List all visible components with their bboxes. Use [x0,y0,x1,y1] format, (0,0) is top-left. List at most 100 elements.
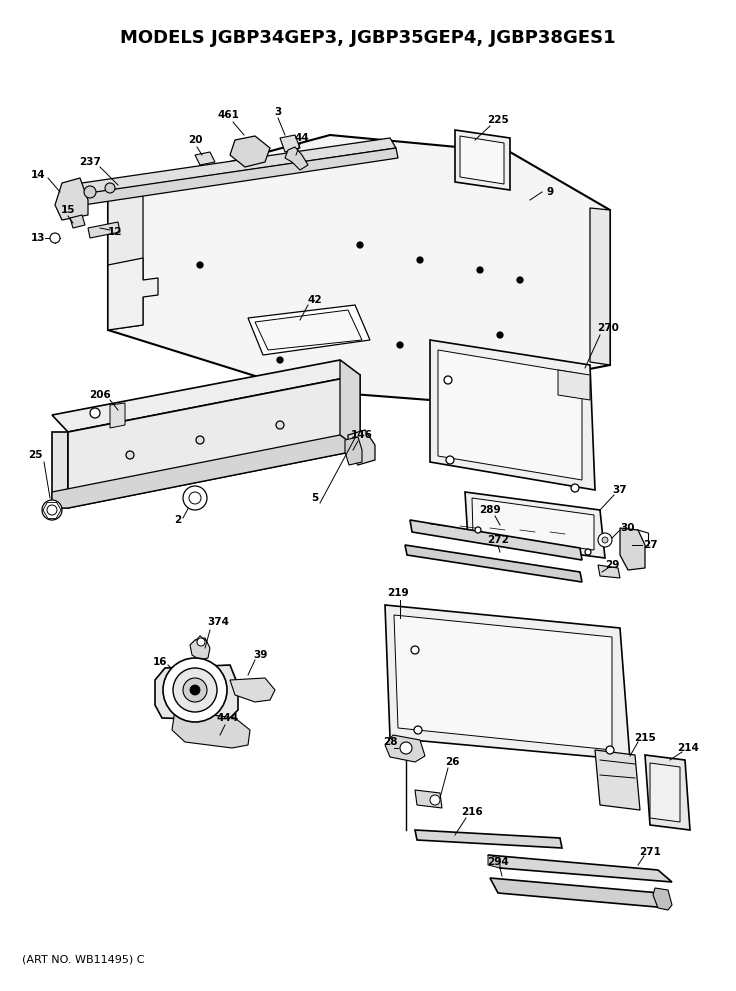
Circle shape [400,742,412,754]
Text: 14: 14 [31,170,46,180]
Polygon shape [230,136,270,167]
Polygon shape [68,375,360,508]
Circle shape [606,746,614,754]
Polygon shape [70,215,85,228]
Polygon shape [348,430,375,465]
Polygon shape [110,403,125,428]
Text: 272: 272 [487,535,509,545]
Polygon shape [410,520,582,560]
Text: MODELS JGBP34GEP3, JGBP35GEP4, JGBP38GES1: MODELS JGBP34GEP3, JGBP35GEP4, JGBP38GES… [120,29,616,47]
Text: 5: 5 [311,493,319,503]
Text: 44: 44 [294,133,309,143]
Polygon shape [108,135,610,400]
Circle shape [446,456,454,464]
Text: 26: 26 [445,757,459,767]
Circle shape [163,658,227,722]
Text: 219: 219 [387,588,408,598]
Polygon shape [490,878,668,908]
Polygon shape [255,310,362,350]
Text: 28: 28 [383,737,397,747]
Polygon shape [52,435,360,508]
Text: 289: 289 [479,505,500,515]
Polygon shape [55,178,88,220]
Circle shape [50,233,60,243]
Polygon shape [248,305,370,355]
Text: 16: 16 [153,657,167,667]
Circle shape [84,186,96,198]
Text: 37: 37 [612,485,627,495]
Polygon shape [108,258,158,330]
Text: 9: 9 [546,187,553,197]
Polygon shape [52,432,68,508]
Polygon shape [340,360,360,450]
Circle shape [277,357,283,363]
Polygon shape [460,136,504,184]
Circle shape [585,549,591,555]
Text: 29: 29 [605,560,619,570]
Polygon shape [595,750,640,810]
Circle shape [173,668,217,712]
Polygon shape [455,130,510,190]
Text: 374: 374 [207,617,229,627]
Text: 206: 206 [89,390,111,400]
Circle shape [517,277,523,283]
Text: 216: 216 [461,807,483,817]
Text: 30: 30 [620,523,635,533]
Polygon shape [558,370,590,400]
Polygon shape [653,888,672,910]
Polygon shape [590,208,610,365]
Text: 270: 270 [597,323,619,333]
Text: 225: 225 [487,115,509,125]
Circle shape [196,436,204,444]
Circle shape [475,527,481,533]
Circle shape [105,183,115,193]
Circle shape [42,500,62,520]
Circle shape [197,638,205,646]
Polygon shape [385,735,425,762]
Circle shape [414,726,422,734]
Circle shape [357,242,363,248]
Circle shape [497,332,503,338]
Circle shape [90,408,100,418]
Circle shape [598,533,612,547]
Text: 39: 39 [252,650,267,660]
Polygon shape [415,830,562,848]
Text: 15: 15 [61,205,75,215]
Polygon shape [465,492,605,558]
Circle shape [397,342,403,348]
Polygon shape [472,498,594,550]
Circle shape [477,267,483,273]
Circle shape [411,646,419,654]
Text: 271: 271 [639,847,661,857]
Polygon shape [88,222,120,238]
Text: 2: 2 [174,515,182,525]
Text: 294: 294 [487,857,509,867]
Polygon shape [598,565,620,578]
Circle shape [197,262,203,268]
Circle shape [444,376,452,384]
Text: 20: 20 [188,135,202,145]
Polygon shape [620,528,645,570]
Polygon shape [488,855,672,882]
Polygon shape [345,437,362,465]
Circle shape [189,492,201,504]
Circle shape [602,537,608,543]
Circle shape [47,505,57,515]
Text: 214: 214 [677,743,699,753]
Polygon shape [190,638,210,660]
Circle shape [183,678,207,702]
Text: 444: 444 [217,713,239,723]
Circle shape [126,451,134,459]
Text: 25: 25 [28,450,42,460]
Text: 461: 461 [217,110,239,120]
Polygon shape [394,615,612,750]
Text: 42: 42 [308,295,322,305]
Circle shape [430,795,440,805]
Text: 146: 146 [351,430,373,440]
Polygon shape [415,790,442,808]
Polygon shape [285,147,308,170]
Polygon shape [645,755,690,830]
Polygon shape [280,135,300,152]
Polygon shape [108,188,143,330]
Polygon shape [650,763,680,822]
